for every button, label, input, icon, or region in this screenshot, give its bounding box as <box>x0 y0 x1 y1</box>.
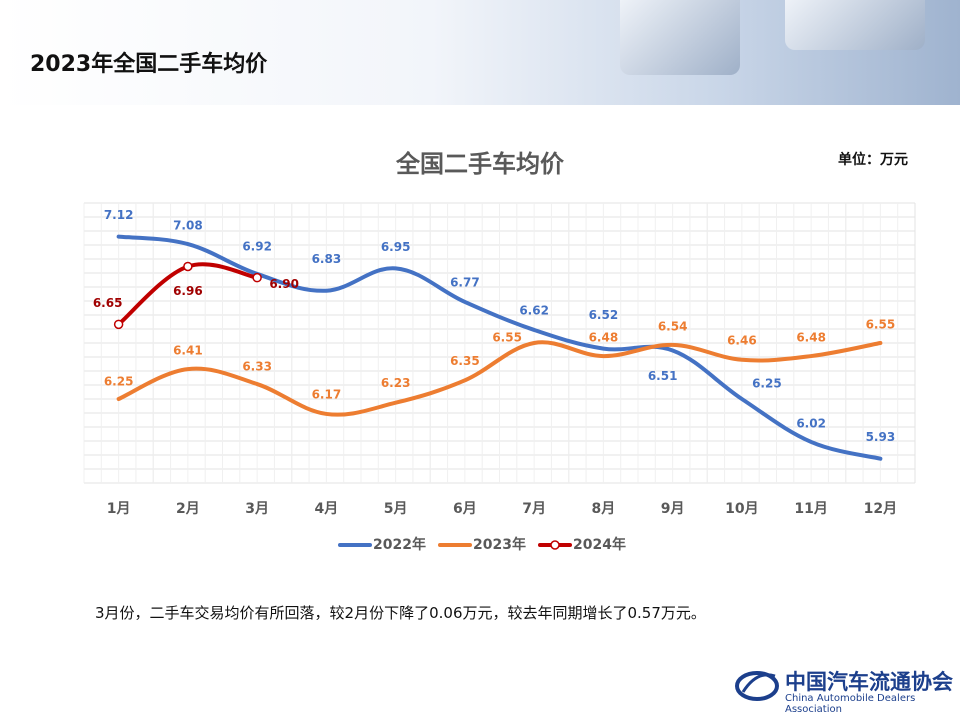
data-label: 6.46 <box>727 333 757 347</box>
data-label: 7.12 <box>104 208 134 222</box>
x-tick-label: 3月 <box>245 501 269 517</box>
logo-name-en: China Automobile Dealers Association <box>785 693 916 715</box>
x-tick-label: 4月 <box>315 501 339 517</box>
point-marker <box>183 261 193 272</box>
data-label: 6.33 <box>242 360 272 374</box>
logo-icon <box>735 671 779 701</box>
data-label: 6.95 <box>381 240 411 254</box>
data-label: 6.55 <box>866 318 896 332</box>
data-label: 6.35 <box>450 354 480 368</box>
x-tick-label: 8月 <box>592 501 616 517</box>
data-label: 7.08 <box>173 219 203 233</box>
x-tick-label: 6月 <box>453 501 477 517</box>
data-label: 6.96 <box>173 284 203 298</box>
data-label: 6.23 <box>381 376 411 390</box>
data-label: 6.41 <box>173 344 203 358</box>
data-label: 6.65 <box>93 296 123 310</box>
data-label: 6.62 <box>519 303 549 317</box>
x-tick-label: 12月 <box>864 501 897 517</box>
data-label: 6.17 <box>312 387 342 401</box>
x-tick-label: 1月 <box>107 501 131 517</box>
data-label: 6.83 <box>312 252 342 266</box>
legend-marker <box>550 540 560 550</box>
unit-label: 单位：万元 <box>838 151 908 168</box>
note: 3月份，二手车交易均价有所回落，较2月份下降了0.06万元，较去年同期增长了0.… <box>95 604 706 622</box>
x-tick-label: 2月 <box>176 501 200 517</box>
decor <box>785 0 925 50</box>
data-label: 6.25 <box>104 375 134 389</box>
legend-label: 2024年 <box>573 536 626 553</box>
x-tick-label: 11月 <box>794 501 827 517</box>
logo-name: 中国汽车流通协会 <box>785 669 953 694</box>
header-banner <box>0 0 960 105</box>
point-marker <box>113 319 124 330</box>
data-label: 6.55 <box>492 331 522 345</box>
data-label: 6.48 <box>589 331 619 345</box>
x-tick-label: 5月 <box>384 501 408 517</box>
data-label: 6.77 <box>450 275 480 289</box>
legend-label: 2022年 <box>373 536 426 553</box>
data-label: 6.52 <box>589 308 619 322</box>
data-label: 6.51 <box>648 369 678 383</box>
x-tick-label: 9月 <box>661 501 685 517</box>
data-label: 6.54 <box>658 319 688 333</box>
data-label: 6.90 <box>269 277 299 291</box>
x-tick-label: 10月 <box>725 501 758 517</box>
legend-label: 2023年 <box>473 536 526 553</box>
logo: 中国汽车流通协会 China Automobile Dealers Associ… <box>735 662 955 715</box>
x-tick-label: 7月 <box>522 501 546 517</box>
data-label: 6.92 <box>242 239 272 253</box>
decor <box>620 0 740 75</box>
point-marker <box>252 272 262 283</box>
data-label: 6.25 <box>752 377 782 391</box>
data-label: 6.02 <box>796 416 826 430</box>
data-label: 5.93 <box>866 430 896 444</box>
data-label: 6.48 <box>796 331 826 345</box>
slide-title: 2023年全国二手车均价 <box>30 52 268 77</box>
series-line <box>116 234 883 461</box>
chart-title: 全国二手车均价 <box>395 150 565 178</box>
series-line <box>116 340 883 417</box>
